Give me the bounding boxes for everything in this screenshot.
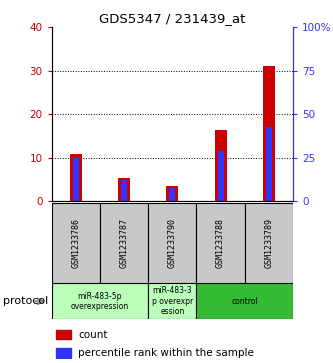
Bar — [100, 203, 148, 283]
Text: GSM1233787: GSM1233787 — [120, 218, 129, 268]
Bar — [169, 188, 175, 201]
Text: count: count — [78, 330, 108, 340]
Bar — [148, 203, 196, 283]
Bar — [52, 283, 148, 319]
Bar — [52, 203, 100, 283]
Bar — [148, 283, 196, 319]
Bar — [218, 151, 223, 201]
Bar — [245, 203, 293, 283]
Title: GDS5347 / 231439_at: GDS5347 / 231439_at — [99, 12, 245, 25]
Bar — [57, 330, 71, 339]
Text: percentile rank within the sample: percentile rank within the sample — [78, 348, 254, 358]
Bar — [214, 130, 227, 201]
Text: miR-483-3
p overexpr
ession: miR-483-3 p overexpr ession — [152, 286, 193, 316]
Text: GSM1233786: GSM1233786 — [71, 218, 80, 268]
Bar — [121, 180, 127, 201]
Text: protocol: protocol — [3, 296, 49, 306]
Bar — [263, 66, 275, 201]
Text: GSM1233788: GSM1233788 — [216, 218, 225, 268]
Text: control: control — [231, 297, 258, 306]
Bar — [70, 154, 82, 201]
Text: GSM1233789: GSM1233789 — [264, 218, 273, 268]
Bar — [196, 203, 245, 283]
Bar — [73, 158, 79, 201]
Bar — [118, 178, 130, 201]
Text: miR-483-5p
overexpression: miR-483-5p overexpression — [71, 291, 129, 311]
Bar — [57, 348, 71, 358]
Bar — [196, 283, 293, 319]
Text: GSM1233790: GSM1233790 — [168, 218, 177, 268]
Bar — [166, 186, 178, 201]
Bar — [266, 127, 272, 201]
